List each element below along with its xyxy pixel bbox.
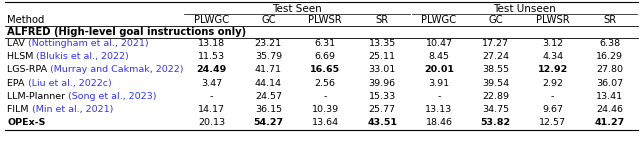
Text: 53.82: 53.82 xyxy=(481,118,511,127)
Text: (Liu et al., 2022c): (Liu et al., 2022c) xyxy=(28,79,111,88)
Text: 6.31: 6.31 xyxy=(315,39,336,48)
Text: 15.33: 15.33 xyxy=(369,92,396,101)
Text: 20.01: 20.01 xyxy=(424,65,454,74)
Text: Test Unseen: Test Unseen xyxy=(493,4,556,14)
Text: SR: SR xyxy=(603,15,616,25)
Text: 54.27: 54.27 xyxy=(253,118,284,127)
Text: 4.34: 4.34 xyxy=(542,52,563,61)
Text: 6.69: 6.69 xyxy=(315,52,336,61)
Text: 43.51: 43.51 xyxy=(367,118,397,127)
Text: PLWSR: PLWSR xyxy=(536,15,570,25)
Text: 44.14: 44.14 xyxy=(255,79,282,88)
Text: (Min et al., 2021): (Min et al., 2021) xyxy=(31,105,113,114)
Text: LLM-Planner: LLM-Planner xyxy=(7,92,68,101)
Text: Method: Method xyxy=(7,15,44,25)
Text: 41.27: 41.27 xyxy=(595,118,625,127)
Text: 3.12: 3.12 xyxy=(542,39,563,48)
Text: 18.46: 18.46 xyxy=(426,118,452,127)
Text: 9.67: 9.67 xyxy=(542,105,563,114)
Text: 24.49: 24.49 xyxy=(196,65,227,74)
Text: OPEx-S: OPEx-S xyxy=(7,118,45,127)
Text: Test Seen: Test Seen xyxy=(272,4,322,14)
Text: 39.96: 39.96 xyxy=(369,79,396,88)
Text: 27.24: 27.24 xyxy=(483,52,509,61)
Text: 25.77: 25.77 xyxy=(369,105,396,114)
Text: 12.92: 12.92 xyxy=(538,65,568,74)
Text: 23.21: 23.21 xyxy=(255,39,282,48)
Text: GC: GC xyxy=(261,15,276,25)
Text: GC: GC xyxy=(488,15,503,25)
Text: 36.07: 36.07 xyxy=(596,79,623,88)
Text: HLSM: HLSM xyxy=(7,52,36,61)
Text: 36.15: 36.15 xyxy=(255,105,282,114)
Text: 34.75: 34.75 xyxy=(483,105,509,114)
Text: 41.71: 41.71 xyxy=(255,65,282,74)
Text: 2.56: 2.56 xyxy=(315,79,336,88)
Text: 39.54: 39.54 xyxy=(483,79,509,88)
Text: 38.55: 38.55 xyxy=(483,65,509,74)
Text: 33.01: 33.01 xyxy=(369,65,396,74)
Text: -: - xyxy=(323,92,327,101)
Text: 22.89: 22.89 xyxy=(483,92,509,101)
Text: (Murray and Cakmak, 2022): (Murray and Cakmak, 2022) xyxy=(50,65,184,74)
Text: (Blukis et al., 2022): (Blukis et al., 2022) xyxy=(36,52,129,61)
Text: (Song et al., 2023): (Song et al., 2023) xyxy=(68,92,157,101)
Text: 8.45: 8.45 xyxy=(428,52,449,61)
Text: 10.47: 10.47 xyxy=(426,39,452,48)
Text: 17.27: 17.27 xyxy=(483,39,509,48)
Text: 35.79: 35.79 xyxy=(255,52,282,61)
Text: 3.91: 3.91 xyxy=(428,79,449,88)
Text: 16.29: 16.29 xyxy=(596,52,623,61)
Text: -: - xyxy=(210,92,213,101)
Text: FILM: FILM xyxy=(7,105,31,114)
Text: ALFRED (High-level goal instructions only): ALFRED (High-level goal instructions onl… xyxy=(7,27,246,37)
Text: PLWGC: PLWGC xyxy=(194,15,229,25)
Text: 13.35: 13.35 xyxy=(369,39,396,48)
Text: 12.57: 12.57 xyxy=(539,118,566,127)
Text: 3.47: 3.47 xyxy=(201,79,222,88)
Text: 16.65: 16.65 xyxy=(310,65,340,74)
Text: LAV: LAV xyxy=(7,39,28,48)
Text: 11.53: 11.53 xyxy=(198,52,225,61)
Text: LGS-RPA: LGS-RPA xyxy=(7,65,50,74)
Text: SR: SR xyxy=(376,15,388,25)
Text: PLWGC: PLWGC xyxy=(421,15,456,25)
Text: 10.39: 10.39 xyxy=(312,105,339,114)
Text: (Nottingham et al., 2021): (Nottingham et al., 2021) xyxy=(28,39,148,48)
Text: 13.64: 13.64 xyxy=(312,118,339,127)
Text: 13.18: 13.18 xyxy=(198,39,225,48)
Text: 24.57: 24.57 xyxy=(255,92,282,101)
Text: -: - xyxy=(551,92,554,101)
Text: 24.46: 24.46 xyxy=(596,105,623,114)
Text: 14.17: 14.17 xyxy=(198,105,225,114)
Text: -: - xyxy=(437,92,440,101)
Text: 6.38: 6.38 xyxy=(599,39,620,48)
Text: PLWSR: PLWSR xyxy=(308,15,342,25)
Text: 20.13: 20.13 xyxy=(198,118,225,127)
Text: 2.92: 2.92 xyxy=(542,79,563,88)
Text: 13.13: 13.13 xyxy=(426,105,452,114)
Text: 25.11: 25.11 xyxy=(369,52,396,61)
Text: 27.80: 27.80 xyxy=(596,65,623,74)
Text: 13.41: 13.41 xyxy=(596,92,623,101)
Text: EPA: EPA xyxy=(7,79,28,88)
